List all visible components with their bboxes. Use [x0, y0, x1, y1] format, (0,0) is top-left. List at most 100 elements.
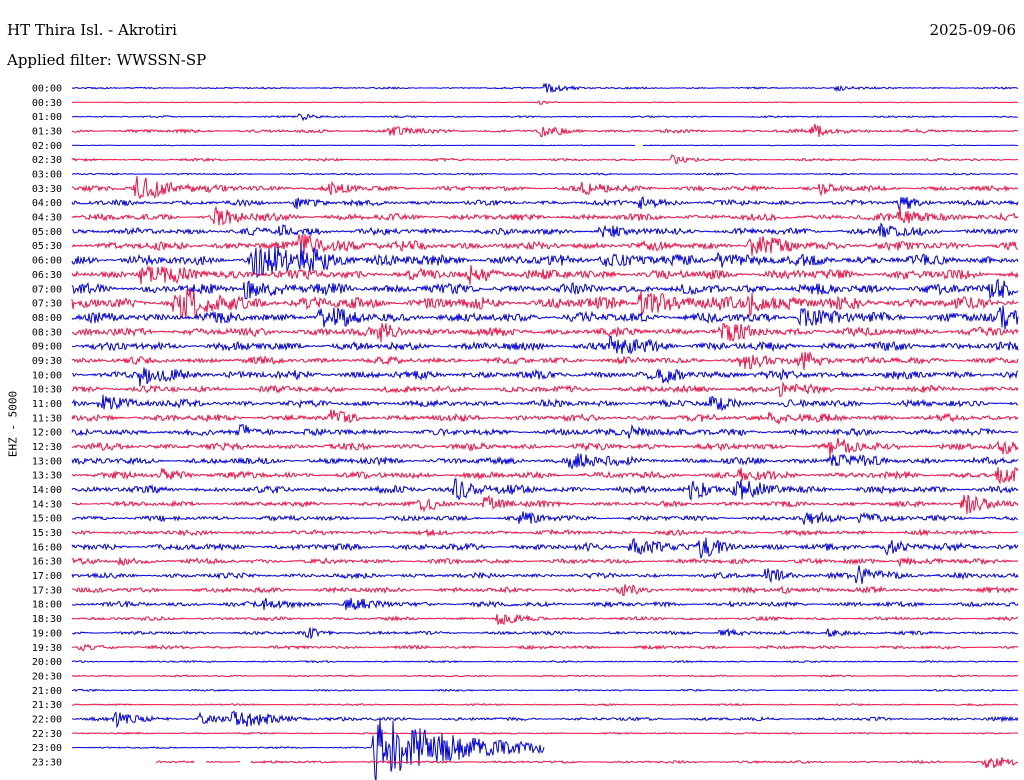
trace-line	[72, 597, 1019, 611]
time-tick-label: 17:30	[32, 585, 62, 596]
trace-line	[71, 478, 1019, 501]
time-tick-label: 02:30	[32, 155, 62, 166]
time-tick-label: 08:00	[32, 313, 62, 324]
time-tick-label: 03:30	[32, 184, 62, 195]
trace-line	[71, 731, 1018, 736]
time-tick-label: 23:00	[32, 743, 62, 754]
trace-line	[71, 565, 1019, 584]
trace-line	[71, 244, 1019, 278]
trace-line	[71, 659, 1019, 664]
date-label: 2025-09-06	[929, 21, 1016, 39]
time-tick-label: 01:30	[32, 127, 62, 138]
time-tick-label: 21:30	[32, 700, 62, 711]
time-tick-label: 17:00	[32, 571, 62, 582]
trace-line	[71, 288, 1019, 320]
time-tick-label: 22:30	[32, 729, 62, 740]
time-tick-label: 06:00	[32, 256, 62, 267]
time-tick-label: 15:00	[32, 514, 62, 525]
trace-line	[71, 674, 1019, 678]
time-tick-label: 11:30	[32, 413, 62, 424]
time-tick-label: 13:30	[32, 471, 62, 482]
trace-line	[71, 710, 1019, 729]
trace-line	[71, 172, 1019, 177]
time-tick-label: 00:00	[32, 84, 62, 95]
trace-line	[71, 381, 1019, 398]
trace-line	[71, 614, 1019, 626]
trace-line	[71, 467, 1019, 485]
trace-line	[71, 627, 1019, 640]
trace-line	[71, 278, 1019, 300]
time-tick-label: 07:00	[32, 284, 62, 295]
trace-line	[72, 322, 1019, 343]
trace-line	[71, 702, 1019, 707]
time-tick-label: 06:30	[32, 270, 62, 281]
time-tick-label: 16:00	[32, 542, 62, 553]
trace-line	[71, 335, 1019, 355]
trace-line	[71, 305, 1019, 330]
time-tick-label: 08:30	[32, 327, 62, 338]
time-tick-label: 19:30	[32, 643, 62, 654]
time-tick-label: 18:00	[32, 600, 62, 611]
time-tick-label: 04:30	[32, 213, 62, 224]
time-tick-label: 20:00	[32, 657, 62, 668]
time-tick-label: 12:30	[32, 442, 62, 453]
trace-line	[71, 717, 545, 780]
trace-line	[71, 351, 1019, 371]
trace-line	[71, 113, 1019, 122]
time-tick-label: 16:30	[32, 557, 62, 568]
trace-line	[71, 233, 1019, 256]
trace-line	[71, 453, 1019, 470]
trace-line	[71, 528, 1019, 538]
trace-line	[71, 556, 1019, 568]
trace-line	[71, 437, 1019, 457]
time-tick-label: 09:00	[32, 342, 62, 353]
time-tick-label: 21:00	[32, 686, 62, 697]
trace-line	[71, 394, 1019, 412]
time-tick-label: 19:00	[32, 628, 62, 639]
time-tick-label: 22:00	[32, 714, 62, 725]
time-tick-label: 05:30	[32, 241, 62, 252]
trace-line	[72, 100, 1019, 105]
trace-line	[71, 367, 1019, 387]
trace-line	[71, 196, 1019, 211]
trace-line	[71, 222, 1019, 238]
trace-line	[71, 584, 1019, 597]
time-tick-label: 03:00	[32, 170, 62, 181]
trace-line	[71, 153, 1018, 165]
time-tick-label: 05:00	[32, 227, 62, 238]
time-tick-label: 12:00	[32, 428, 62, 439]
time-tick-label: 10:00	[32, 370, 62, 381]
trace-line	[71, 511, 1019, 525]
time-tick-label: 09:30	[32, 356, 62, 367]
trace-line	[71, 265, 1019, 285]
trace-line	[71, 409, 1019, 426]
trace-line	[71, 643, 1019, 652]
trace-line	[71, 423, 1019, 439]
trace-line	[71, 123, 1019, 137]
station-title: HT Thira Isl. - Akrotiri	[7, 21, 177, 39]
time-tick-label: 01:00	[32, 112, 62, 123]
time-tick-label: 07:30	[32, 299, 62, 310]
trace-line	[71, 537, 1019, 559]
time-tick-label: 14:30	[32, 499, 62, 510]
time-tick-label: 11:00	[32, 399, 62, 410]
trace-line	[71, 494, 1019, 514]
trace-line	[71, 175, 1019, 200]
trace-line	[155, 757, 1018, 769]
time-tick-label: 14:00	[32, 485, 62, 496]
time-tick-label: 00:30	[32, 98, 62, 109]
time-tick-label: 02:00	[32, 141, 62, 152]
time-tick-label: 18:30	[32, 614, 62, 625]
trace-line	[71, 205, 1019, 226]
trace-line	[71, 688, 1019, 693]
time-tick-label: 20:30	[32, 671, 62, 682]
time-tick-label: 13:00	[32, 456, 62, 467]
trace-line	[71, 82, 1019, 93]
trace-line	[72, 144, 1019, 147]
time-tick-label: 04:00	[32, 198, 62, 209]
time-tick-label: 10:30	[32, 385, 62, 396]
time-tick-label: 23:30	[32, 757, 62, 768]
filter-label: Applied filter: WWSSN-SP	[7, 51, 207, 69]
time-tick-label: 15:30	[32, 528, 62, 539]
